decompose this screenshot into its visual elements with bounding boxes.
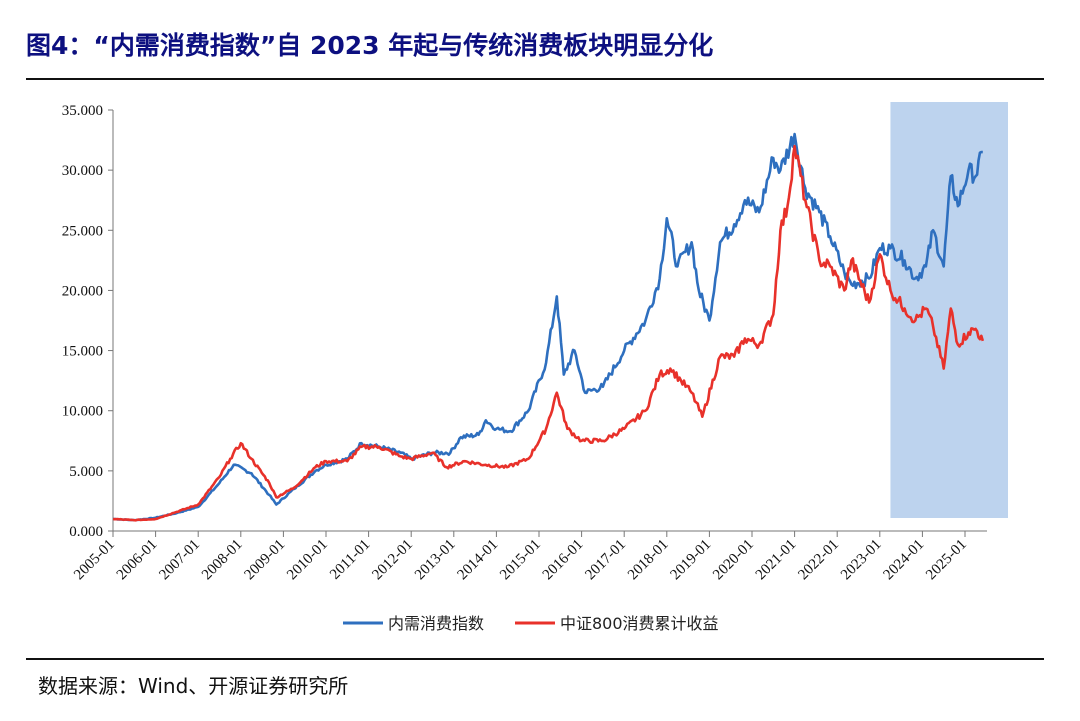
x-tick-label: 2015-01 — [497, 537, 544, 584]
source-note: 数据来源：Wind、开源证券研究所 — [38, 674, 349, 698]
y-tick-label: 15.000 — [62, 344, 103, 360]
x-tick-label: 2024-01 — [881, 537, 928, 584]
y-tick-label: 5.000 — [69, 464, 103, 480]
y-tick-label: 10.000 — [62, 404, 103, 420]
x-tick-label: 2014-01 — [455, 537, 502, 584]
x-tick-label: 2017-01 — [582, 537, 629, 584]
x-tick-label: 2018-01 — [625, 537, 672, 584]
legend-item: 中证800消费累计收益 — [515, 614, 719, 633]
series-line-csi800-consumer — [112, 144, 985, 522]
bottom-divider — [26, 658, 1044, 660]
y-tick-label: 20.000 — [62, 283, 103, 299]
highlight-region — [890, 102, 1008, 518]
x-tick-label: 2023-01 — [838, 537, 885, 584]
top-divider — [26, 78, 1044, 80]
x-tick-label: 2016-01 — [540, 537, 587, 584]
x-tick-label: 2020-01 — [710, 537, 757, 584]
series-line-domestic-demand-index — [112, 132, 983, 522]
legend-label: 内需消费指数 — [388, 614, 484, 633]
x-tick-label: 2025-01 — [923, 537, 970, 584]
x-tick-label: 2011-01 — [327, 537, 373, 583]
x-tick-label: 2013-01 — [412, 537, 459, 584]
x-tick-label: 2019-01 — [668, 537, 715, 584]
legend-label: 中证800消费累计收益 — [560, 614, 719, 633]
x-tick-label: 2005-01 — [71, 537, 118, 584]
y-tick-label: 30.000 — [62, 163, 103, 179]
x-tick-label: 2009-01 — [242, 537, 289, 584]
x-tick-label: 2007-01 — [156, 537, 203, 584]
x-tick-label: 2010-01 — [284, 537, 331, 584]
line-chart: 0.000 5.000 10.000 15.000 20.000 25.000 30.000… — [62, 102, 1008, 633]
x-tick-label: 2012-01 — [369, 537, 416, 584]
x-tick-label: 2008-01 — [199, 537, 246, 584]
y-tick-label: 25.000 — [62, 223, 103, 239]
y-tick-label: 0.000 — [69, 524, 103, 540]
x-tick-label: 2022-01 — [795, 537, 842, 584]
y-tick-label: 35.000 — [62, 103, 103, 119]
figure-title: 图4：“内需消费指数”自 2023 年起与传统消费板块明显分化 — [26, 31, 714, 60]
x-tick-label: 2006-01 — [114, 537, 161, 584]
x-tick-label: 2021-01 — [753, 537, 800, 584]
legend-item: 内需消费指数 — [343, 614, 484, 633]
